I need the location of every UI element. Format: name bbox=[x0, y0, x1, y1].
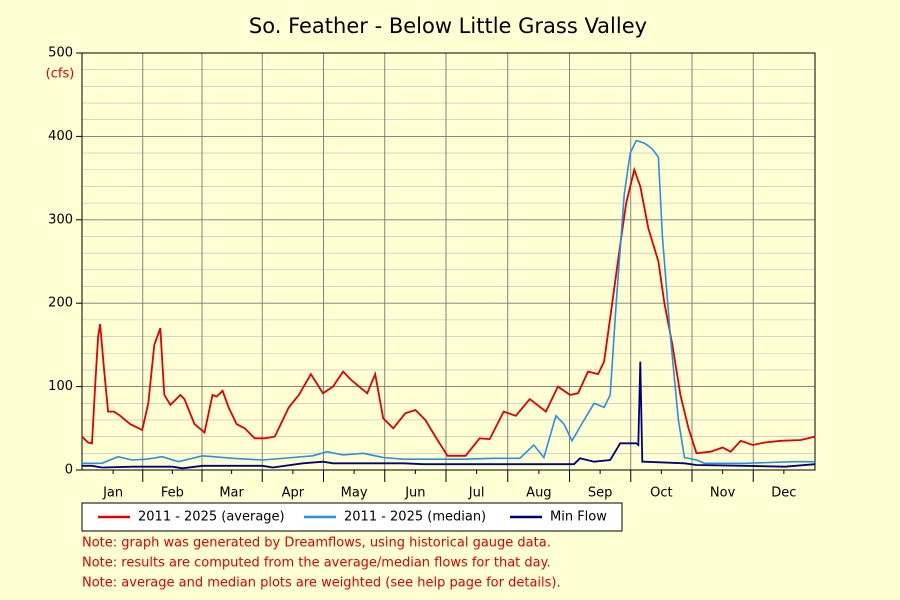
x-tick-label: May bbox=[341, 486, 368, 501]
y-tick-label: 0 bbox=[65, 463, 73, 478]
chart-title: So. Feather - Below Little Grass Valley bbox=[249, 14, 647, 38]
note: Note: results are computed from the aver… bbox=[82, 556, 551, 571]
x-tick-label: Jan bbox=[102, 486, 123, 501]
series-line bbox=[81, 166, 816, 457]
x-tick-label: Jul bbox=[468, 486, 485, 501]
legend-label: Min Flow bbox=[550, 510, 607, 525]
x-tick-label: Feb bbox=[161, 486, 184, 501]
y-axis-label: (cfs) bbox=[46, 67, 75, 82]
legend-label: 2011 - 2025 (average) bbox=[138, 510, 285, 525]
note: Note: graph was generated by Dreamflows,… bbox=[82, 536, 551, 551]
x-tick-label: Nov bbox=[710, 486, 736, 501]
y-tick-label: 100 bbox=[48, 379, 73, 394]
series-line bbox=[82, 361, 816, 470]
x-tick-label: Mar bbox=[219, 486, 244, 501]
plot-background bbox=[82, 53, 815, 470]
plot-frame bbox=[81, 52, 816, 471]
x-tick-label: Sep bbox=[588, 486, 613, 501]
y-tick-label: 300 bbox=[48, 212, 73, 227]
x-tick-label: Dec bbox=[771, 486, 796, 501]
y-tick-label: 200 bbox=[48, 296, 73, 311]
y-tick-label: 400 bbox=[48, 129, 73, 144]
x-tick-label: Apr bbox=[282, 486, 305, 501]
legend-label: 2011 - 2025 (median) bbox=[344, 510, 486, 525]
series-line bbox=[82, 139, 815, 465]
x-tick-label: Oct bbox=[650, 486, 672, 501]
x-tick-label: Aug bbox=[526, 486, 551, 501]
x-tick-label: Jun bbox=[404, 486, 425, 501]
y-tick-label: 500 bbox=[48, 46, 73, 61]
note: Note: average and median plots are weigh… bbox=[82, 576, 561, 591]
